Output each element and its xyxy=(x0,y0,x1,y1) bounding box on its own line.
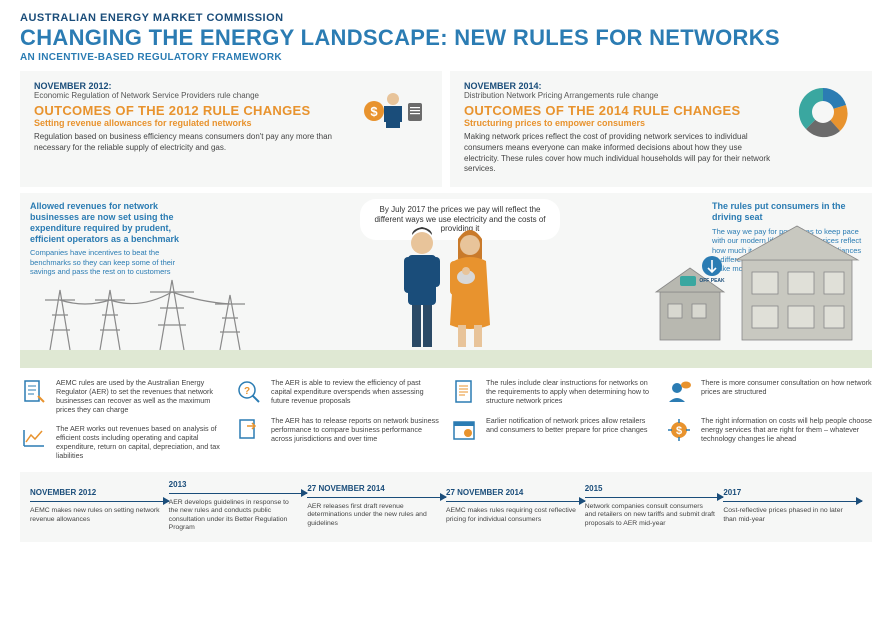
timeline-desc: AER releases first draft revenue determi… xyxy=(307,503,446,527)
svg-text:?: ? xyxy=(244,386,250,397)
feature-text: There is more consumer consultation on h… xyxy=(701,378,872,396)
outcomes-title-2012: OUTCOMES OF THE 2012 RULE CHANGES xyxy=(34,103,348,118)
page-title: CHANGING THE ENERGY LANDSCAPE: NEW RULES… xyxy=(20,25,872,51)
outcomes-title-2014: OUTCOMES OF THE 2014 RULE CHANGES xyxy=(464,103,778,118)
illustration-band: Allowed revenues for network businesses … xyxy=(20,193,872,368)
timeline-item: 2013 AER develops guidelines in response… xyxy=(169,480,308,532)
feature-text: The AER has to release reports on networ… xyxy=(271,416,442,443)
features-left-2: ? The AER is able to review the efficien… xyxy=(235,378,442,460)
feature-text: Earlier notification of network prices a… xyxy=(486,416,657,434)
feature-item: $ The right information on costs will he… xyxy=(665,416,872,444)
features-left-1: AEMC rules are used by the Australian En… xyxy=(20,378,227,460)
svg-text:$: $ xyxy=(676,425,682,437)
timeline-desc: AER develops guidelines in response to t… xyxy=(169,499,308,532)
pylons-icon xyxy=(30,270,270,350)
svg-text:OFF PEAK: OFF PEAK xyxy=(699,278,725,284)
businessman-icon: $ xyxy=(358,81,428,151)
person-speech-icon xyxy=(665,378,693,406)
timeline-desc: AEMC makes rules requiring cost reflecti… xyxy=(446,507,585,523)
people-icon xyxy=(380,215,520,350)
timeline-desc: AEMC makes new rules on setting network … xyxy=(30,507,169,523)
calendar-icon xyxy=(450,416,478,444)
timeline-item: 27 NOVEMBER 2014 AEMC makes rules requir… xyxy=(446,488,585,523)
feature-item: The rules include clear instructions for… xyxy=(450,378,657,406)
timeline-date: 27 NOVEMBER 2014 xyxy=(446,488,585,497)
feature-item: The AER works out revenues based on anal… xyxy=(20,424,227,460)
feature-text: The AER is able to review the efficiency… xyxy=(271,378,442,405)
timeline-item: 2017 Cost-reflective prices phased in no… xyxy=(723,488,862,523)
timeline-date: 2013 xyxy=(169,480,308,489)
timeline-date: NOVEMBER 2012 xyxy=(30,488,169,497)
timeline-row: NOVEMBER 2012 AEMC makes new rules on se… xyxy=(30,480,862,532)
feature-item: AEMC rules are used by the Australian En… xyxy=(20,378,227,414)
document-arrow-icon xyxy=(235,416,263,444)
outcomes-sub-2014: Structuring prices to empower consumers xyxy=(464,118,778,128)
outcomes-2014: NOVEMBER 2014: Distribution Network Pric… xyxy=(450,71,872,187)
timeline-desc: Cost-reflective prices phased in no late… xyxy=(723,507,862,523)
outcomes-columns: NOVEMBER 2012: Economic Regulation of Ne… xyxy=(0,71,892,187)
timeline-date: 2017 xyxy=(723,488,862,497)
page: AUSTRALIAN ENERGY MARKET COMMISSION CHAN… xyxy=(0,0,892,542)
svg-text:$: $ xyxy=(370,104,378,119)
feature-item: ? The AER is able to review the efficien… xyxy=(235,378,442,406)
timeline-date: 27 NOVEMBER 2014 xyxy=(307,484,446,493)
magnify-question-icon: ? xyxy=(235,378,263,406)
date-2012: NOVEMBER 2012: xyxy=(34,81,348,91)
org-name: AUSTRALIAN ENERGY MARKET COMMISSION xyxy=(20,12,872,24)
feature-text: The right information on costs will help… xyxy=(701,416,872,443)
features: AEMC rules are used by the Australian En… xyxy=(0,368,892,466)
date-2014: NOVEMBER 2014: xyxy=(464,81,778,91)
timeline-item: 27 NOVEMBER 2014 AER releases first draf… xyxy=(307,484,446,527)
page-subtitle: AN INCENTIVE-BASED REGULATORY FRAMEWORK xyxy=(20,52,872,63)
body-2014: Making network prices reflect the cost o… xyxy=(464,132,778,175)
rule-2012: Economic Regulation of Network Service P… xyxy=(34,91,348,100)
ground xyxy=(20,350,872,368)
illus-left-caption: Allowed revenues for network businesses … xyxy=(30,201,200,276)
document-lines-icon xyxy=(450,378,478,406)
chart-line-icon xyxy=(20,424,48,452)
houses-icon: OFF PEAK xyxy=(652,220,862,350)
illus-left-title: Allowed revenues for network businesses … xyxy=(30,201,200,244)
feature-text: The rules include clear instructions for… xyxy=(486,378,657,405)
feature-text: AEMC rules are used by the Australian En… xyxy=(56,378,227,414)
features-right-1: The rules include clear instructions for… xyxy=(450,378,657,460)
feature-item: Earlier notification of network prices a… xyxy=(450,416,657,444)
timeline-item: 2015 Network companies consult consumers… xyxy=(585,484,724,527)
timeline-desc: Network companies consult consumers and … xyxy=(585,503,724,527)
features-right-2: There is more consumer consultation on h… xyxy=(665,378,872,460)
header: AUSTRALIAN ENERGY MARKET COMMISSION CHAN… xyxy=(0,0,892,71)
feature-item: The AER has to release reports on networ… xyxy=(235,416,442,444)
feature-item: There is more consumer consultation on h… xyxy=(665,378,872,406)
timeline: NOVEMBER 2012 AEMC makes new rules on se… xyxy=(20,472,872,542)
outcomes-2012: NOVEMBER 2012: Economic Regulation of Ne… xyxy=(20,71,442,187)
rule-2014: Distribution Network Pricing Arrangement… xyxy=(464,91,778,100)
body-2012: Regulation based on business efficiency … xyxy=(34,132,348,154)
outcomes-sub-2012: Setting revenue allowances for regulated… xyxy=(34,118,348,128)
feature-text: The AER works out revenues based on anal… xyxy=(56,424,227,460)
timeline-item: NOVEMBER 2012 AEMC makes new rules on se… xyxy=(30,488,169,523)
timeline-date: 2015 xyxy=(585,484,724,493)
document-pen-icon xyxy=(20,378,48,406)
dollar-arrows-icon: $ xyxy=(665,416,693,444)
meter-pie-icon xyxy=(788,81,858,143)
